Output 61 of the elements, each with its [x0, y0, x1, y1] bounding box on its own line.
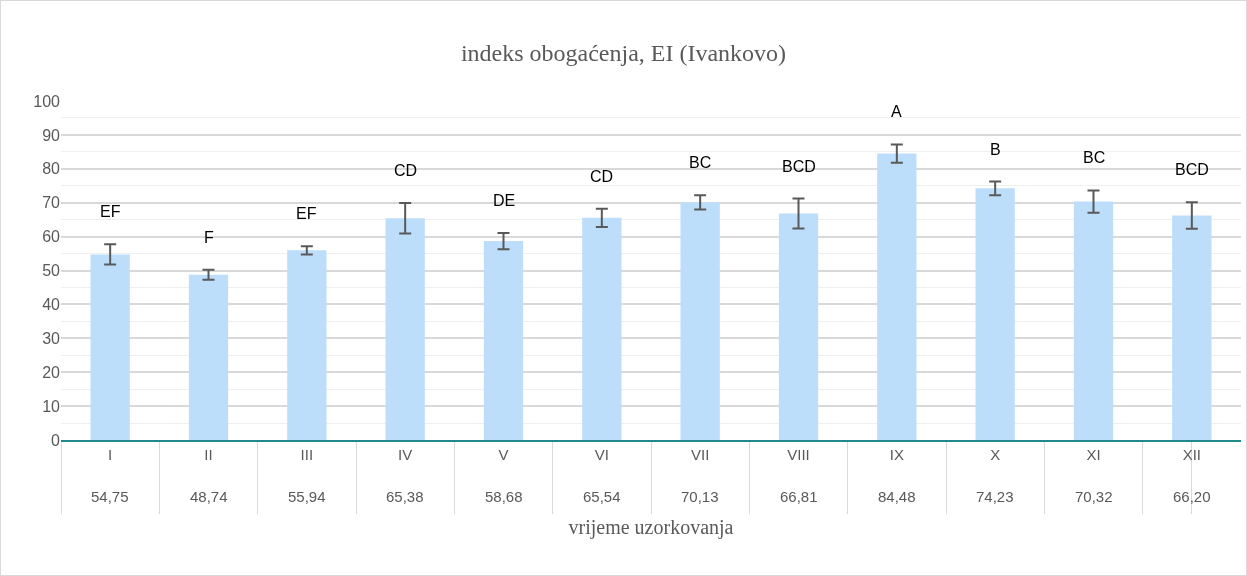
x-axis-title: vrijeme uzorkovanja — [568, 516, 734, 539]
data-label: 54,75 — [91, 488, 129, 505]
data-label: 70,13 — [681, 488, 719, 505]
annotation: EF — [296, 205, 317, 222]
annotation: BC — [689, 154, 712, 171]
data-label: 66,81 — [780, 488, 818, 505]
bar — [975, 188, 1015, 440]
data-label: 84,48 — [878, 488, 916, 505]
y-tick-label: 40 — [42, 296, 61, 313]
x-tick-label: IV — [398, 446, 413, 463]
annotation: BCD — [1175, 161, 1209, 178]
x-tick-label: IX — [889, 446, 904, 463]
bar — [483, 241, 524, 440]
x-tick-label: III — [300, 446, 314, 463]
x-tick-label: I — [108, 446, 113, 463]
y-tick-label: 50 — [42, 262, 61, 280]
bar — [1172, 215, 1212, 440]
bar — [1073, 201, 1114, 440]
y-tick-label: 10 — [42, 397, 61, 415]
annotation: A — [891, 103, 902, 120]
x-tick-label: VI — [594, 446, 609, 463]
annotation: BC — [1083, 149, 1106, 166]
annotation: CD — [394, 162, 418, 179]
x-tick-label: II — [204, 446, 213, 463]
y-tick-label: 20 — [42, 363, 61, 381]
x-tick-label: VIII — [787, 446, 810, 463]
bar — [287, 250, 327, 440]
annotation: BCD — [782, 158, 816, 175]
y-tick-label: 90 — [42, 126, 61, 144]
y-tick-label: 0 — [51, 431, 61, 449]
bar — [877, 153, 917, 440]
annotation: F — [204, 229, 214, 246]
y-tick-label: 100 — [33, 92, 61, 110]
bar — [385, 218, 425, 440]
data-label: 58,68 — [485, 488, 523, 505]
data-label: 74,23 — [976, 488, 1014, 505]
x-tick-label: XII — [1182, 446, 1201, 463]
chart-title: indeks obogaćenja, EI (Ivankovo) — [460, 40, 787, 67]
annotation: CD — [590, 168, 614, 185]
x-tick-label: V — [498, 446, 509, 463]
bar — [188, 274, 229, 440]
data-label: 48,74 — [190, 488, 228, 505]
x-tick-label: XI — [1086, 446, 1101, 463]
y-tick-label: 70 — [42, 194, 61, 212]
data-label: 55,94 — [288, 488, 326, 505]
data-label: 65,38 — [386, 488, 424, 505]
y-tick-label: 60 — [42, 228, 61, 246]
bar — [90, 254, 130, 440]
bar — [582, 217, 622, 440]
data-label: 66,20 — [1173, 488, 1211, 505]
data-label: 70,32 — [1075, 488, 1113, 505]
annotation: B — [990, 141, 1001, 158]
annotation: EF — [100, 203, 121, 220]
x-tick-label: X — [990, 446, 1001, 463]
data-label: 65,54 — [583, 488, 621, 505]
y-tick-label: 30 — [42, 329, 61, 347]
annotation: DE — [493, 192, 516, 209]
bar — [680, 202, 720, 440]
y-tick-label: 80 — [42, 160, 61, 178]
x-tick-label: VII — [691, 446, 710, 463]
bar — [778, 213, 819, 440]
